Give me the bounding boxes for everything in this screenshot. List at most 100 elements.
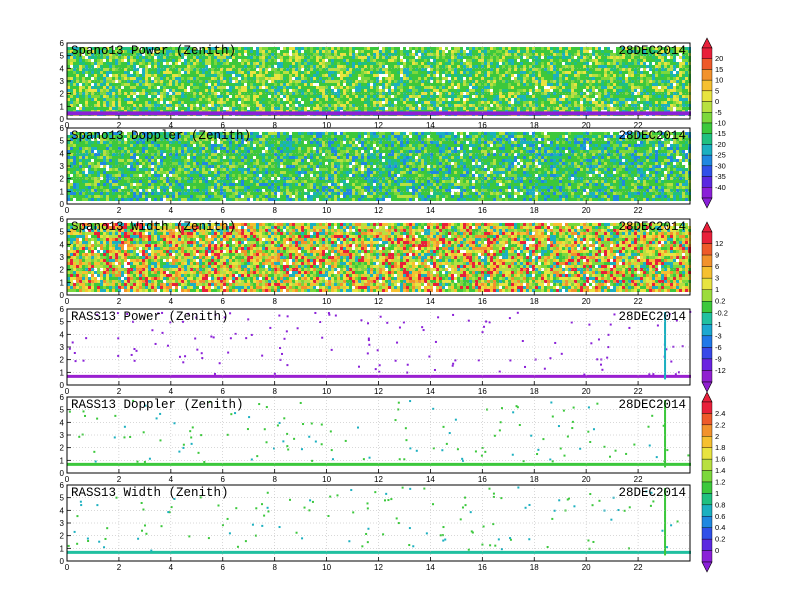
heatmap-cell: [493, 53, 496, 56]
heatmap-cell: [328, 83, 331, 86]
heatmap-cell: [193, 59, 196, 62]
heatmap-cell: [283, 95, 286, 98]
heatmap-cell: [373, 98, 376, 101]
heatmap-cell: [541, 62, 544, 65]
heatmap-cell: [181, 80, 184, 83]
heatmap-cell: [178, 65, 181, 68]
heatmap-cell: [349, 62, 352, 65]
heatmap-cell: [469, 95, 472, 98]
heatmap-cell: [112, 92, 115, 95]
heatmap-cell: [379, 53, 382, 56]
heatmap-cell: [268, 92, 271, 95]
heatmap-cell: [613, 56, 616, 59]
heatmap-cell: [328, 71, 331, 74]
heatmap-cell: [73, 195, 76, 198]
heatmap-cell: [529, 80, 532, 83]
heatmap-cell: [667, 104, 670, 107]
heatmap-cell: [562, 65, 565, 68]
heatmap-cell: [454, 83, 457, 86]
heatmap-cell: [529, 47, 532, 50]
heatmap-cell: [658, 53, 661, 56]
heatmap-cell: [103, 56, 106, 59]
heatmap-cell: [70, 189, 73, 192]
heatmap-cell: [673, 62, 676, 65]
heatmap-cell: [382, 56, 385, 59]
heatmap-cell: [637, 59, 640, 62]
heatmap-cell: [502, 83, 505, 86]
heatmap-cell: [682, 68, 685, 71]
heatmap-cell: [667, 111, 670, 116]
heatmap-cell: [415, 65, 418, 68]
heatmap-cell: [85, 101, 88, 104]
heatmap-cell: [409, 65, 412, 68]
heatmap-cell: [367, 68, 370, 71]
heatmap-cell: [598, 83, 601, 86]
heatmap-cell: [616, 47, 619, 50]
heatmap-cell: [148, 92, 151, 95]
heatmap-cell: [145, 50, 148, 53]
heatmap-cell: [139, 95, 142, 98]
heatmap-cell: [412, 80, 415, 83]
heatmap-cell: [556, 111, 559, 116]
heatmap-cell: [397, 77, 400, 80]
heatmap-cell: [475, 47, 478, 50]
heatmap-cell: [481, 101, 484, 104]
heatmap-cell: [127, 98, 130, 101]
heatmap-cell: [403, 71, 406, 74]
heatmap-cell: [67, 150, 70, 153]
heatmap-cell: [454, 101, 457, 104]
heatmap-cell: [250, 50, 253, 53]
heatmap-cell: [358, 107, 361, 110]
heatmap-cell: [337, 92, 340, 95]
heatmap-cell: [322, 95, 325, 98]
heatmap-cell: [271, 62, 274, 65]
heatmap-cell: [289, 107, 292, 110]
heatmap-cell: [313, 74, 316, 77]
heatmap-cell: [436, 111, 439, 116]
heatmap-cell: [172, 71, 175, 74]
heatmap-cell: [331, 47, 334, 50]
heatmap-cell: [97, 59, 100, 62]
heatmap-cell: [490, 47, 493, 50]
heatmap-cell: [196, 71, 199, 74]
heatmap-cell: [661, 65, 664, 68]
heatmap-cell: [502, 65, 505, 68]
heatmap-cell: [625, 53, 628, 56]
heatmap-cell: [331, 53, 334, 56]
heatmap-cell: [580, 56, 583, 59]
heatmap-cell: [190, 111, 193, 116]
heatmap-cell: [250, 68, 253, 71]
heatmap-cell: [610, 77, 613, 80]
heatmap-cell: [556, 89, 559, 92]
heatmap-cell: [469, 111, 472, 116]
heatmap-cell: [250, 47, 253, 50]
heatmap-cell: [247, 53, 250, 56]
heatmap-cell: [484, 89, 487, 92]
heatmap-cell: [508, 95, 511, 98]
heatmap-cell: [532, 101, 535, 104]
heatmap-cell: [292, 98, 295, 101]
heatmap-cell: [325, 80, 328, 83]
heatmap-cell: [193, 50, 196, 53]
heatmap-cell: [607, 92, 610, 95]
heatmap-cell: [235, 80, 238, 83]
heatmap-cell: [73, 171, 76, 174]
heatmap-cell: [160, 59, 163, 62]
heatmap-cell: [499, 107, 502, 110]
heatmap-cell: [580, 50, 583, 53]
heatmap-cell: [649, 77, 652, 80]
heatmap-cell: [115, 47, 118, 50]
heatmap-cell: [577, 80, 580, 83]
heatmap-cell: [220, 68, 223, 71]
heatmap-cell: [634, 98, 637, 101]
heatmap-cell: [655, 53, 658, 56]
heatmap-cell: [214, 92, 217, 95]
heatmap-cell: [325, 56, 328, 59]
heatmap-cell: [271, 89, 274, 92]
heatmap-cell: [445, 62, 448, 65]
heatmap-cell: [634, 83, 637, 86]
heatmap-cell: [355, 74, 358, 77]
heatmap-cell: [76, 144, 79, 147]
heatmap-cell: [334, 53, 337, 56]
heatmap-cell: [334, 50, 337, 53]
